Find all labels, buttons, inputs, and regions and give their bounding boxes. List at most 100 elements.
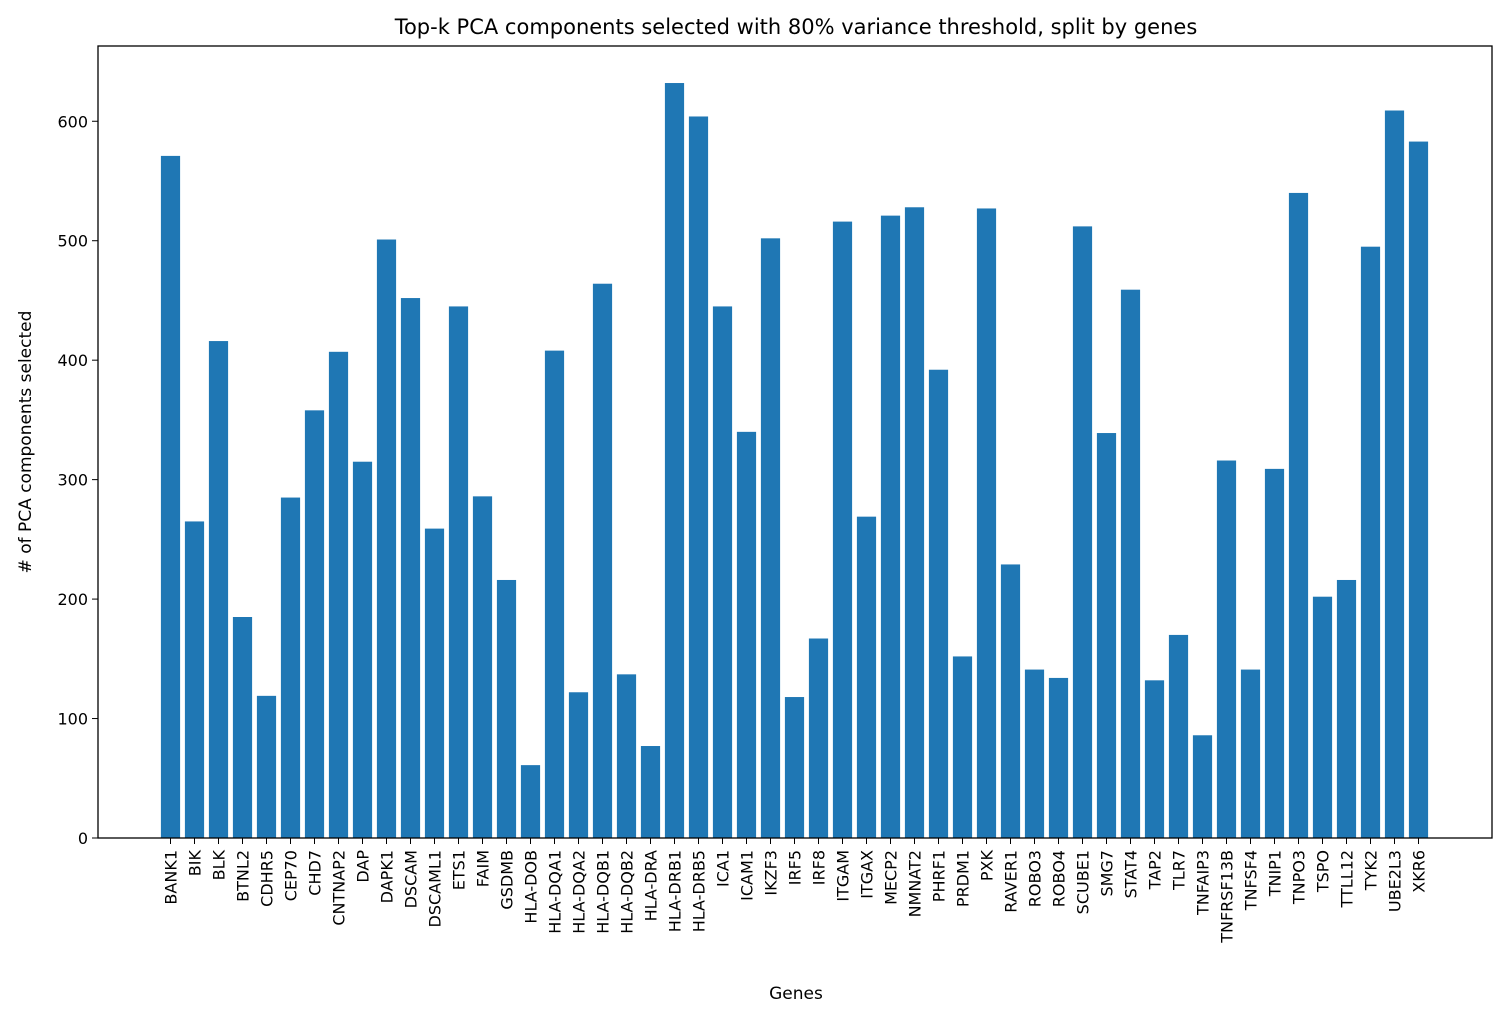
bar-phrf1 bbox=[928, 369, 949, 838]
bar-ica1 bbox=[712, 306, 733, 838]
bar-gsdmb bbox=[496, 579, 517, 838]
x-tick-label: HLA-DQB1 bbox=[594, 850, 613, 934]
bar-cntnap2 bbox=[328, 351, 349, 838]
bar-tnfrsf13b bbox=[1216, 460, 1237, 838]
bar-ttll12 bbox=[1336, 579, 1357, 838]
bar-ikzf3 bbox=[760, 238, 781, 838]
bar-dscam bbox=[400, 298, 421, 838]
bar-bik bbox=[184, 521, 205, 838]
x-tick-label: PHRF1 bbox=[930, 850, 949, 902]
x-tick-label: BIK bbox=[186, 849, 205, 876]
x-tick-label: ICA1 bbox=[714, 850, 733, 887]
x-tick-label: DAP bbox=[354, 850, 373, 883]
y-tick-label: 300 bbox=[57, 471, 88, 490]
x-tick-label: CEP70 bbox=[282, 850, 301, 901]
x-tick-label: PXK bbox=[978, 850, 997, 882]
bar-raver1 bbox=[1000, 564, 1021, 838]
x-tick-label: IRF5 bbox=[786, 850, 805, 885]
bar-tnfaip3 bbox=[1192, 735, 1213, 838]
x-tick-label: TNIP1 bbox=[1266, 850, 1285, 897]
x-tick-label: TNPO3 bbox=[1290, 850, 1309, 905]
bar-tlr7 bbox=[1168, 634, 1189, 838]
x-tick-label: ICAM1 bbox=[738, 850, 757, 901]
bar-ube2l3 bbox=[1384, 110, 1405, 838]
bar-xkr6 bbox=[1408, 141, 1429, 838]
bar-tyk2 bbox=[1360, 246, 1381, 838]
bar-icam1 bbox=[736, 431, 757, 838]
x-tick-label: ROBO4 bbox=[1050, 850, 1069, 907]
bar-robo4 bbox=[1048, 677, 1069, 838]
x-tick-label: SCUBE1 bbox=[1074, 850, 1093, 914]
bar-hla-dqb2 bbox=[616, 674, 637, 838]
x-tick-label: XKR6 bbox=[1410, 850, 1429, 893]
bar-hla-dqa1 bbox=[544, 350, 565, 838]
x-tick-label: TTLL12 bbox=[1338, 850, 1357, 908]
bar-tnip1 bbox=[1264, 468, 1285, 838]
x-axis-label: Genes bbox=[769, 984, 823, 1004]
bar-prdm1 bbox=[952, 656, 973, 838]
bar-irf5 bbox=[784, 697, 805, 838]
x-tick-label: BTNL2 bbox=[234, 850, 253, 902]
x-tick-label: STAT4 bbox=[1122, 850, 1141, 898]
y-tick-label: 600 bbox=[57, 112, 88, 131]
chart-title: Top-k PCA components selected with 80% v… bbox=[394, 15, 1198, 39]
bar-pxk bbox=[976, 208, 997, 838]
bar-bank1 bbox=[160, 155, 181, 838]
x-tick-label: HLA-DRB5 bbox=[690, 850, 709, 932]
x-tick-label: ETS1 bbox=[450, 850, 469, 890]
x-tick-label: TLR7 bbox=[1170, 850, 1189, 891]
bar-tspo bbox=[1312, 596, 1333, 838]
plot-frame bbox=[97, 45, 1493, 839]
x-tick-label: UBE2L3 bbox=[1386, 850, 1405, 912]
x-tick-label: SMG7 bbox=[1098, 850, 1117, 897]
x-tick-label: IRF8 bbox=[810, 850, 829, 885]
bar-scube1 bbox=[1072, 226, 1093, 838]
x-tick-label: IKZF3 bbox=[762, 850, 781, 896]
bar-hla-drb5 bbox=[688, 116, 709, 839]
x-tick-label: MECP2 bbox=[882, 850, 901, 905]
bar-cep70 bbox=[280, 497, 301, 838]
bar-smg7 bbox=[1096, 433, 1117, 838]
bar-hla-dob bbox=[520, 765, 541, 838]
x-tick-label: HLA-DQB2 bbox=[618, 850, 637, 934]
x-tick-label: DSCAML1 bbox=[426, 850, 445, 928]
x-tick-label: BANK1 bbox=[162, 850, 181, 905]
x-tick-label: TSPO bbox=[1314, 850, 1333, 893]
bar-chd7 bbox=[304, 410, 325, 838]
x-tick-label: TNFAIP3 bbox=[1194, 850, 1213, 916]
x-tick-label: ITGAM bbox=[834, 850, 853, 902]
x-tick-label: TAP2 bbox=[1146, 850, 1165, 890]
x-tick-label: HLA-DQA1 bbox=[546, 850, 565, 934]
x-tick-label: PRDM1 bbox=[954, 850, 973, 907]
bar-dscaml1 bbox=[424, 528, 445, 838]
bars-group bbox=[160, 83, 1429, 839]
y-tick-label: 0 bbox=[78, 829, 88, 848]
x-tick-label: CHD7 bbox=[306, 850, 325, 896]
x-tick-label: GSDMB bbox=[498, 850, 517, 910]
x-tick-label: TNFRSF13B bbox=[1218, 850, 1237, 944]
x-tick-label: FAIM bbox=[474, 850, 493, 887]
bar-hla-dra bbox=[640, 746, 661, 838]
bar-faim bbox=[472, 496, 493, 838]
x-tick-label: TYK2 bbox=[1362, 850, 1381, 891]
bar-tnfsf4 bbox=[1240, 669, 1261, 838]
bar-hla-drb1 bbox=[664, 83, 685, 838]
bar-stat4 bbox=[1120, 289, 1141, 838]
bar-ets1 bbox=[448, 306, 469, 838]
x-tick-label: TNFSF4 bbox=[1242, 850, 1261, 911]
x-tick-label: CNTNAP2 bbox=[330, 850, 349, 926]
x-tick-label: ITGAX bbox=[858, 850, 877, 899]
y-axis: 0 100 200 300 400 500 600 bbox=[57, 112, 98, 848]
x-tick-label: DAPK1 bbox=[378, 850, 397, 903]
bar-robo3 bbox=[1024, 669, 1045, 838]
bar-dap bbox=[352, 461, 373, 838]
bar-dapk1 bbox=[376, 239, 397, 838]
x-tick-label: NMNAT2 bbox=[906, 850, 925, 917]
x-tick-label: HLA-DQA2 bbox=[570, 850, 589, 934]
x-tick-label: HLA-DRB1 bbox=[666, 850, 685, 932]
bar-btnl2 bbox=[232, 617, 253, 838]
x-tick-label: ROBO3 bbox=[1026, 850, 1045, 907]
bar-hla-dqb1 bbox=[592, 283, 613, 839]
y-tick-label: 400 bbox=[57, 351, 88, 370]
